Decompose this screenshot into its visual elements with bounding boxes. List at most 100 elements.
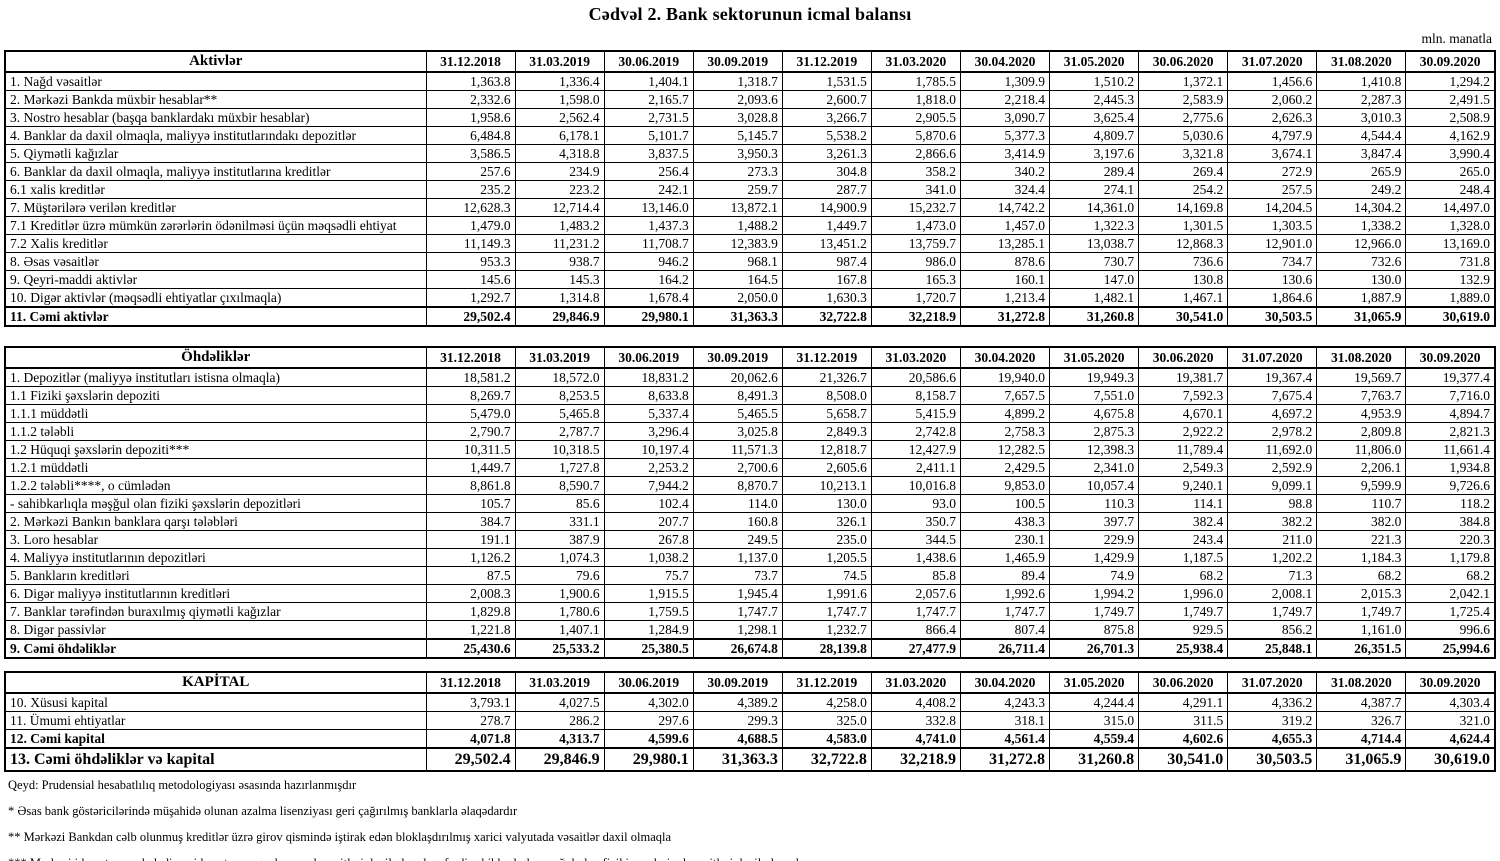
cell-value: 5,870.6 — [870, 126, 961, 145]
section-gap — [0, 659, 1500, 671]
cell-value: 1,749.7 — [1049, 602, 1140, 621]
row-label: 7.1 Kreditlər üzrə mümkün zərərlərin ödə… — [4, 216, 427, 235]
cell-value: 4,809.7 — [1049, 126, 1140, 145]
footnote-2: ** Mərkəzi Bankdan cəlb olunmuş kreditlə… — [8, 829, 672, 844]
column-header: 31.03.2020 — [870, 671, 961, 694]
cell-value: 85.8 — [870, 566, 961, 585]
column-header: 31.08.2020 — [1316, 346, 1407, 369]
cell-value: 3,414.9 — [959, 144, 1051, 163]
cell-value: 319.2 — [1227, 711, 1318, 730]
cell-value: 26,711.4 — [959, 638, 1051, 659]
cell-value: 1,137.0 — [692, 548, 783, 567]
cell-value: 12,427.9 — [870, 440, 961, 459]
cell-value: 344.5 — [870, 530, 961, 549]
cell-value: 249.2 — [1316, 180, 1407, 199]
cell-value: 4,336.2 — [1227, 692, 1318, 712]
cell-value: 28,139.8 — [781, 638, 872, 659]
cell-value: 438.3 — [959, 512, 1051, 531]
cell-value: 2,015.3 — [1316, 584, 1407, 603]
table-row: 1.1.1 müddətli 5,479.0 5,465.8 5,337.4 5,465… — [4, 404, 1496, 423]
cell-value: 29,980.1 — [603, 306, 694, 327]
cell-value: 269.4 — [1138, 162, 1229, 181]
row-label: 4. Maliyyə institutlarının depozitləri — [4, 548, 427, 567]
cell-value: 5,145.7 — [692, 126, 783, 145]
cell-value: 5,030.6 — [1138, 126, 1229, 145]
cell-value: 4,655.3 — [1227, 729, 1318, 749]
row-label: 5. Bankların kreditləri — [4, 566, 427, 585]
cell-value: 2,790.7 — [425, 422, 516, 441]
cell-value: 18,581.2 — [425, 367, 516, 387]
cell-value: 4,387.7 — [1316, 692, 1407, 712]
cell-value: 5,415.9 — [870, 404, 961, 423]
cell-value: 1,864.6 — [1227, 288, 1318, 308]
cell-value: 8,590.7 — [514, 476, 605, 495]
cell-value: 1,314.8 — [514, 288, 605, 308]
cell-value: 384.7 — [425, 512, 516, 531]
row-label: 7. Müştərilərə verilən kreditlər — [4, 198, 427, 217]
cell-value: 2,253.2 — [603, 458, 694, 477]
cell-value: 2,008.1 — [1227, 584, 1318, 603]
row-label: 1.2 Hüquqi şəxslərin depoziti*** — [4, 440, 427, 459]
balance-tables: Aktivlər 31.12.2018 31.03.2019 30.06.2019 30… — [0, 50, 1500, 772]
cell-value: 1,161.0 — [1316, 620, 1407, 640]
row-label: 10. Xüsusi kapital — [4, 692, 427, 712]
cell-value: 7,657.5 — [959, 386, 1051, 405]
cell-value: 68.2 — [1316, 566, 1407, 585]
cell-value: 31,272.8 — [959, 747, 1051, 772]
cell-value: 4,599.6 — [603, 729, 694, 749]
cell-value: 7,763.7 — [1316, 386, 1407, 405]
footnotes: Qeyd: Prudensial hesabatlılıq metodologi… — [0, 777, 1208, 861]
cell-value: 866.4 — [870, 620, 961, 640]
cell-value: 324.4 — [959, 180, 1051, 199]
cell-value: 397.7 — [1049, 512, 1140, 531]
header-row: Aktivlər 31.12.2018 31.03.2019 30.06.2019 30… — [4, 50, 1496, 73]
cell-value: 130.0 — [1316, 270, 1407, 289]
cell-value: 191.1 — [425, 530, 516, 549]
row-label: 1.2.1 müddətli — [4, 458, 427, 477]
cell-value: 25,430.6 — [425, 638, 516, 659]
cell-value: 1,958.6 — [425, 108, 516, 127]
cell-value: 31,272.8 — [959, 306, 1051, 327]
cell-value: 75.7 — [603, 566, 694, 585]
cell-value: 2,445.3 — [1049, 90, 1140, 109]
column-header: 30.04.2020 — [959, 671, 1051, 694]
cell-value: 7,592.3 — [1138, 386, 1229, 405]
cell-value: 207.7 — [603, 512, 694, 531]
cell-value: 3,321.8 — [1138, 144, 1229, 163]
table-row: 12. Cəmi kapital 4,071.8 4,313.7 4,599.6 4,6… — [4, 729, 1496, 749]
cell-value: 243.4 — [1138, 530, 1229, 549]
cell-value: 2,165.7 — [603, 90, 694, 109]
row-label: 9. Qeyri-maddi aktivlər — [4, 270, 427, 289]
cell-value: 167.8 — [781, 270, 872, 289]
section-gap — [0, 327, 1500, 346]
cell-value: 10,197.4 — [603, 440, 694, 459]
table-row: 8. Digər passivlər 1,221.8 1,407.1 1,284.9 1… — [4, 620, 1496, 640]
cell-value: 4,389.2 — [692, 692, 783, 712]
cell-value: 2,341.0 — [1049, 458, 1140, 477]
column-header: 30.04.2020 — [959, 50, 1051, 73]
table-row: 1.1.2 tələbli 2,790.7 2,787.7 3,296.4 3,025.… — [4, 422, 1496, 441]
cell-value: 2,429.5 — [959, 458, 1051, 477]
cell-value: 13,038.7 — [1049, 234, 1140, 253]
cell-value: 4,544.4 — [1316, 126, 1407, 145]
cell-value: 2,821.3 — [1405, 422, 1496, 441]
cell-value: 160.8 — [692, 512, 783, 531]
cell-value: 1,303.5 — [1227, 216, 1318, 235]
column-header: 31.05.2020 — [1049, 671, 1140, 694]
cell-value: 2,057.6 — [870, 584, 961, 603]
cell-value: 4,675.8 — [1049, 404, 1140, 423]
column-header: 31.03.2019 — [514, 346, 605, 369]
cell-value: 1,179.8 — [1405, 548, 1496, 567]
column-header: 31.12.2019 — [781, 346, 872, 369]
cell-value: 19,940.0 — [959, 367, 1051, 387]
cell-value: 1,747.7 — [870, 602, 961, 621]
column-header: 31.12.2018 — [425, 50, 516, 73]
cell-value: 4,797.9 — [1227, 126, 1318, 145]
cell-value: 12,383.9 — [692, 234, 783, 253]
cell-value: 2,600.7 — [781, 90, 872, 109]
cell-value: 272.9 — [1227, 162, 1318, 181]
table-row: 1.2.2 tələbli****, o cümlədən 8,861.8 8,59… — [4, 476, 1496, 495]
cell-value: 2,508.9 — [1405, 108, 1496, 127]
cell-value: 1,074.3 — [514, 548, 605, 567]
